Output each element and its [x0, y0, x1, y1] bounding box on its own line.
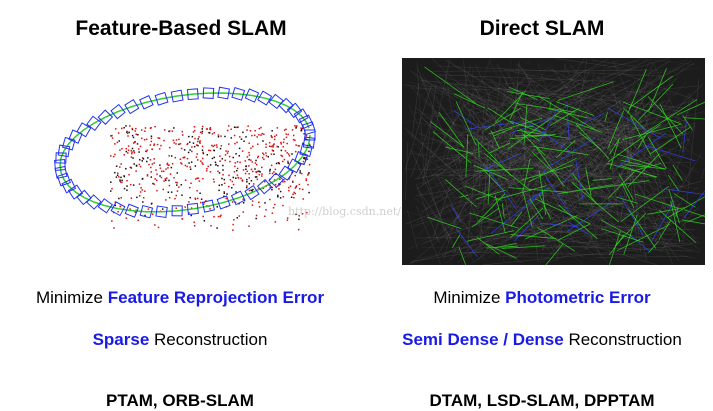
right-reconstruction: Semi Dense / Dense Reconstruction: [362, 330, 713, 350]
objective-highlight: Feature Reprojection Error: [108, 288, 324, 307]
dense-map-image: [402, 58, 705, 265]
sparse-map-image: [40, 55, 330, 260]
left-objective: Minimize Feature Reprojection Error: [0, 288, 360, 308]
reconstruction-highlight: Semi Dense / Dense: [402, 330, 564, 349]
objective-prefix: Minimize: [36, 288, 108, 307]
objective-highlight: Photometric Error: [505, 288, 650, 307]
left-reconstruction: Sparse Reconstruction: [0, 330, 360, 350]
direct-slam-title: Direct SLAM: [372, 17, 712, 41]
reconstruction-highlight: Sparse: [93, 330, 150, 349]
reconstruction-suffix: Reconstruction: [564, 330, 682, 349]
watermark: http://blog.csdn.net/: [288, 205, 401, 218]
reconstruction-suffix: Reconstruction: [149, 330, 267, 349]
left-methods: PTAM, ORB-SLAM: [0, 391, 360, 411]
feature-based-title: Feature-Based SLAM: [11, 17, 351, 41]
objective-prefix: Minimize: [433, 288, 505, 307]
right-objective: Minimize Photometric Error: [362, 288, 713, 308]
right-methods: DTAM, LSD-SLAM, DPPTAM: [362, 391, 713, 411]
